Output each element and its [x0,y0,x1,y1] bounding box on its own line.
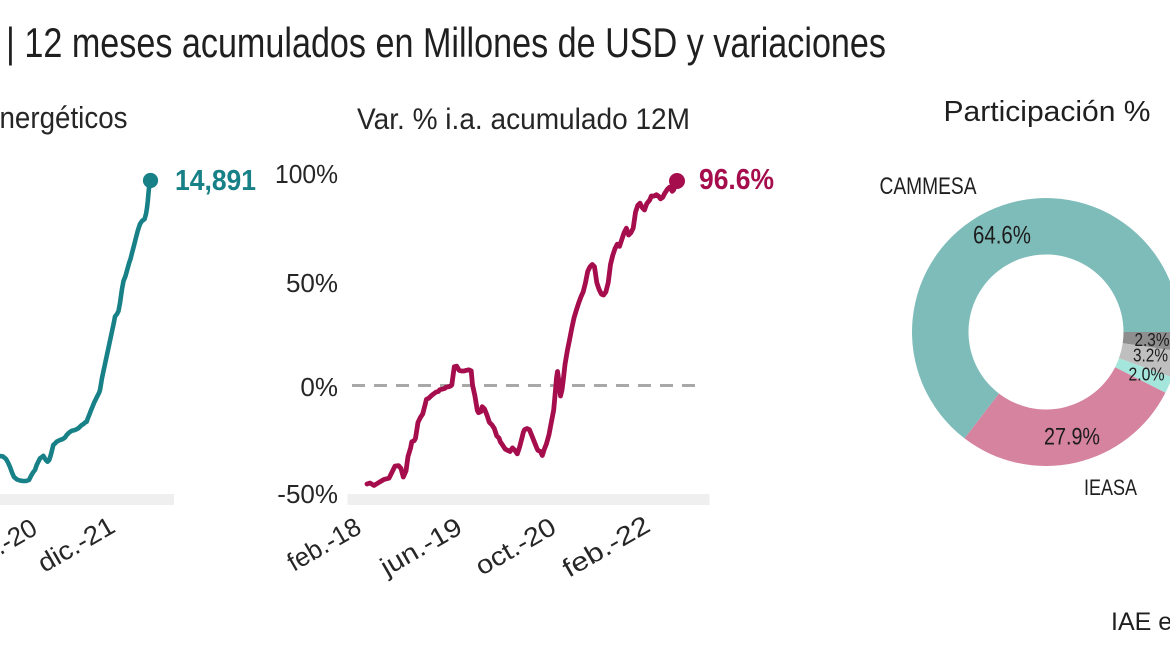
svg-text:jun.-19: jun.-19 [374,511,467,582]
svg-text:50%: 50% [286,268,338,298]
svg-text:nergéticos: nergéticos [0,100,128,135]
svg-text:CAMMESA: CAMMESA [880,173,977,200]
svg-text:Participación %: Participación % [944,96,1151,128]
svg-text:ago.-20: ago.-20 [0,512,42,582]
svg-text:-50%: -50% [277,479,338,509]
svg-text:oct.-20: oct.-20 [470,511,561,581]
svg-text:2.3%: 2.3% [1135,330,1170,350]
svg-text:feb.-18: feb.-18 [282,511,366,577]
svg-text:14,891: 14,891 [175,165,256,197]
svg-text:| 12 meses acumulados en Millo: | 12 meses acumulados en Millones de USD… [6,19,886,66]
svg-text:2.0%: 2.0% [1129,365,1165,385]
svg-text:64.6%: 64.6% [973,222,1031,250]
svg-text:27.9%: 27.9% [1044,424,1100,451]
svg-text:Var. % i.a. acumulado 12M: Var. % i.a. acumulado 12M [357,103,690,136]
svg-text:0%: 0% [300,372,338,402]
svg-text:IEASA: IEASA [1084,475,1137,500]
svg-text:96.6%: 96.6% [699,164,774,196]
svg-text:feb.-22: feb.-22 [557,509,655,583]
svg-text:dic.-21: dic.-21 [32,510,120,578]
svg-text:IAE en base a INDEC: IAE en base a INDEC [1111,608,1170,636]
svg-text:100%: 100% [275,159,338,189]
svg-text:3.2%: 3.2% [1133,346,1168,366]
